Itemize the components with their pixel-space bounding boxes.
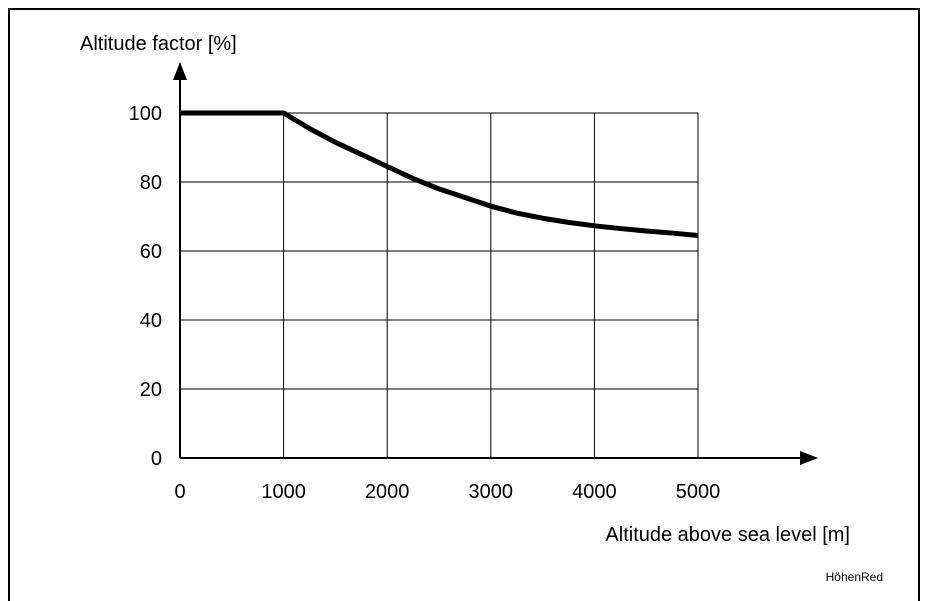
y-tick-label-100: 100 bbox=[129, 103, 162, 125]
y-tick-label-80: 80 bbox=[140, 172, 162, 194]
figure-annotation: HöhenRed bbox=[826, 570, 883, 584]
grid bbox=[180, 113, 698, 458]
x-axis-label: Altitude above sea level [m] bbox=[605, 524, 850, 546]
series-layer bbox=[180, 113, 698, 235]
x-tick-label-2000: 2000 bbox=[365, 481, 410, 503]
y-axis-label: Altitude factor [%] bbox=[80, 33, 237, 55]
y-tick-label-60: 60 bbox=[140, 241, 162, 263]
x-tick-label-3000: 3000 bbox=[469, 481, 514, 503]
x-axis-arrow bbox=[800, 451, 818, 465]
y-tick-label-40: 40 bbox=[140, 310, 162, 332]
x-tick-label-0: 0 bbox=[174, 481, 185, 503]
series-line-0 bbox=[180, 113, 698, 235]
axes bbox=[173, 62, 818, 465]
x-tick-label-1000: 1000 bbox=[261, 481, 306, 503]
x-tick-label-5000: 5000 bbox=[676, 481, 721, 503]
y-tick-label-0: 0 bbox=[151, 448, 162, 470]
y-tick-label-20: 20 bbox=[140, 379, 162, 401]
y-axis-arrow bbox=[173, 62, 187, 80]
x-tick-label-4000: 4000 bbox=[572, 481, 617, 503]
